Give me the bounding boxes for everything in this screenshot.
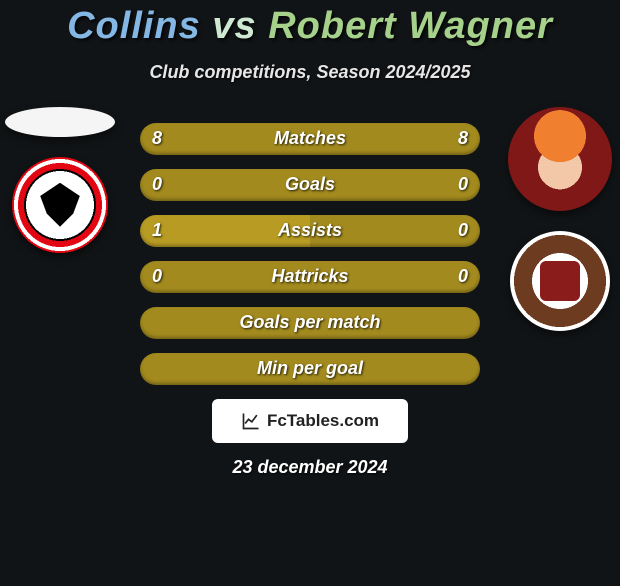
stat-label: Hattricks	[271, 266, 348, 287]
stat-label: Goals	[285, 174, 335, 195]
page-title: Collins vs Robert Wagner	[0, 6, 620, 48]
stat-label: Assists	[278, 220, 342, 241]
stat-value-right: 0	[458, 169, 468, 201]
chart-icon	[241, 411, 261, 431]
stat-value-left: 0	[152, 169, 162, 201]
stat-label: Min per goal	[257, 358, 363, 379]
stat-value-right: 8	[458, 123, 468, 155]
stat-bars: Matches88Goals00Assists10Hattricks00Goal…	[140, 123, 480, 385]
stat-bar: Matches 8 8	[140, 123, 480, 155]
player-right-avatar	[508, 107, 612, 211]
right-player-column	[500, 107, 620, 331]
subtitle: Club competitions, Season 2024/2025	[0, 62, 620, 83]
stat-value-left: 1	[152, 215, 162, 247]
infographic-date: 23 december 2024	[0, 457, 620, 478]
title-player-left: Collins	[67, 5, 201, 47]
player-left-avatar	[5, 107, 115, 137]
club-badge-right	[510, 231, 610, 331]
stat-value-right: 0	[458, 261, 468, 293]
stat-label: Goals per match	[239, 312, 380, 333]
watermark-text: FcTables.com	[267, 411, 379, 431]
title-vs: vs	[212, 5, 256, 47]
stat-bar: Goals per match	[140, 307, 480, 339]
left-player-column	[0, 107, 120, 253]
stat-bar: Hattricks 0 0	[140, 261, 480, 293]
stat-bar: Goals 0 0	[140, 169, 480, 201]
club-badge-left	[12, 157, 108, 253]
title-player-right: Robert Wagner	[268, 5, 553, 47]
stat-bar: Min per goal	[140, 353, 480, 385]
stat-value-left: 0	[152, 261, 162, 293]
stat-value-right: 0	[458, 215, 468, 247]
stat-label: Matches	[274, 128, 346, 149]
stat-bar: Assists 1 0	[140, 215, 480, 247]
watermark: FcTables.com	[212, 399, 408, 443]
stat-value-left: 8	[152, 123, 162, 155]
